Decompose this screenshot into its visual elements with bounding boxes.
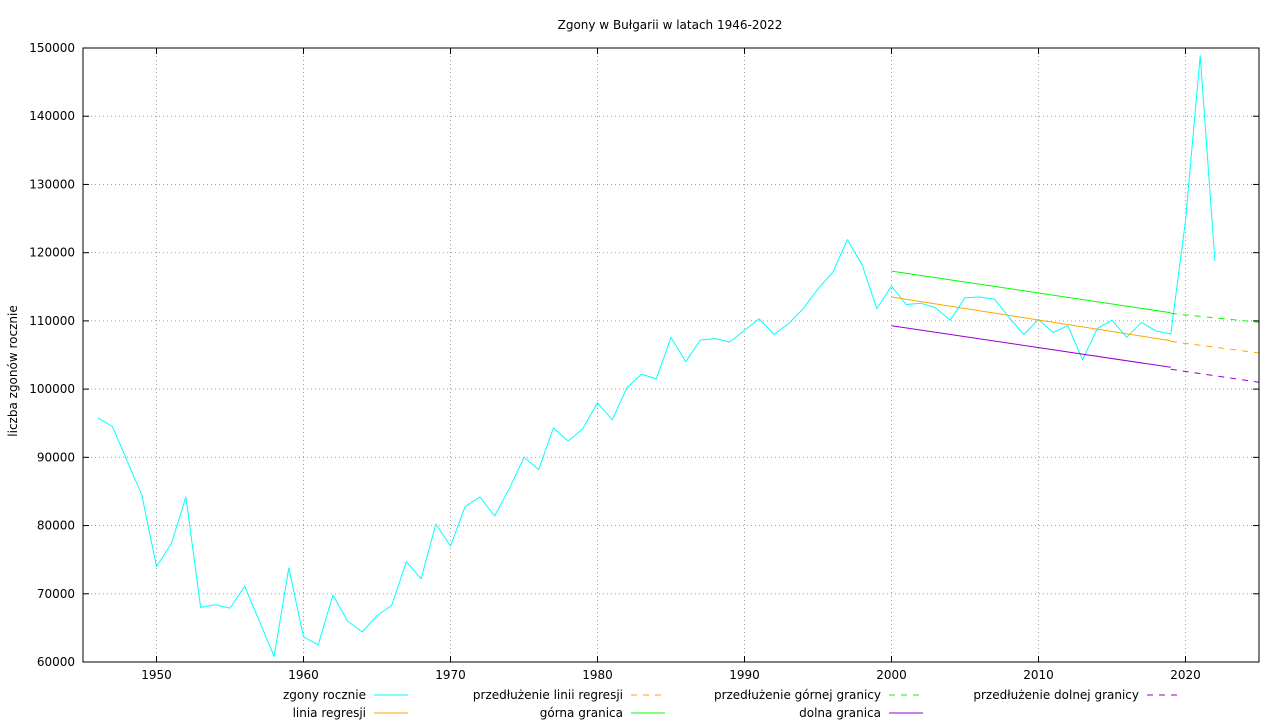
series-line-przed-u-enie-dolnej-granicy (1170, 368, 1260, 383)
legend-label: przedłużenie dolnej granicy (973, 688, 1139, 702)
series-line-przed-u-enie-g-rnej-granicy (1170, 312, 1260, 323)
y-tick-label: 150000 (29, 41, 75, 55)
series-line-dolna-granica (891, 325, 1171, 368)
ticks-layer: 1950 1960 1970 1980 1990 2000 2010 2020 60000 700… (29, 41, 1259, 682)
chart-title: Zgony w Bułgarii w latach 1946-2022 (558, 18, 783, 32)
series-line-g-rna-granica (891, 270, 1171, 314)
y-axis-label: liczba zgonów rocznie (6, 305, 20, 436)
y-tick-label: 60000 (37, 655, 75, 669)
x-tick-label: 2000 (876, 668, 907, 682)
series-line-przed-u-enie-linii-regresji (1170, 340, 1260, 354)
x-tick-label: 2010 (1023, 668, 1054, 682)
legend-label: górna granica (540, 706, 623, 720)
legend-label: przedłużenie linii regresji (473, 688, 623, 702)
x-tick-label: 2020 (1170, 668, 1201, 682)
legend-label: linia regresji (293, 706, 366, 720)
series-line-zgony-rocznie (97, 55, 1216, 657)
y-tick-label: 80000 (37, 519, 75, 533)
y-tick-label: 70000 (37, 587, 75, 601)
legend-label: zgony rocznie (283, 688, 366, 702)
x-tick-label: 1950 (141, 668, 172, 682)
x-tick-label: 1980 (582, 668, 613, 682)
y-tick-label: 110000 (29, 314, 75, 328)
y-tick-label: 140000 (29, 109, 75, 123)
plot-frame (82, 47, 1260, 663)
series-layer (97, 55, 1260, 657)
y-tick-label: 130000 (29, 177, 75, 191)
y-tick-label: 100000 (29, 382, 75, 396)
legend: zgony rocznie linia regresji przedłużenie … (283, 688, 1181, 720)
series-line-linia-regresji (891, 296, 1171, 342)
x-tick-label: 1970 (435, 668, 466, 682)
legend-label: przedłużenie górnej granicy (714, 688, 881, 702)
x-tick-label: 1960 (288, 668, 319, 682)
x-tick-label: 1990 (729, 668, 760, 682)
y-tick-label: 90000 (37, 450, 75, 464)
legend-label: dolna granica (799, 706, 881, 720)
grid-layer (83, 48, 1259, 662)
y-tick-label: 120000 (29, 246, 75, 260)
